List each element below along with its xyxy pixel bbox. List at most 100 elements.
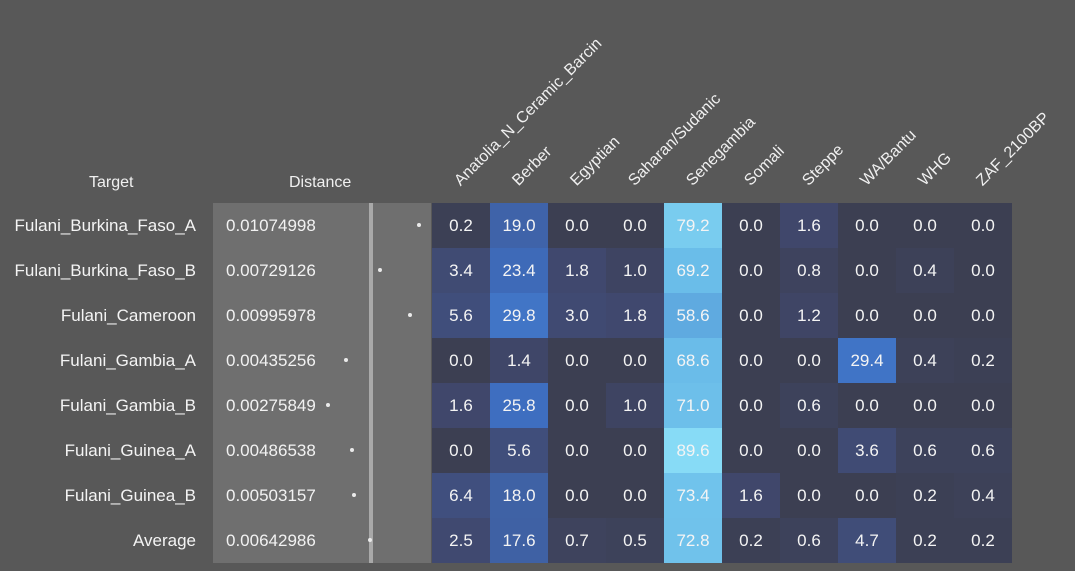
distance-header: Distance — [289, 174, 351, 192]
heatmap-cell: 0.0 — [722, 293, 780, 338]
row-distance-value: 0.00729126 — [226, 248, 316, 293]
heatmap-cell: 69.2 — [664, 248, 722, 293]
row-distance-value: 0.00642986 — [226, 518, 316, 563]
row-target-label: Fulani_Burkina_Faso_B — [0, 248, 196, 293]
heatmap-cell: 0.4 — [896, 248, 954, 293]
heatmap-cell: 0.2 — [722, 518, 780, 563]
heatmap-cell: 1.4 — [490, 338, 548, 383]
heatmap-figure: Target Distance Anatolia_N_Ceramic_Barci… — [0, 0, 1075, 571]
row-distance-value: 0.00275849 — [226, 383, 316, 428]
heatmap-cell: 0.0 — [548, 383, 606, 428]
heatmap-cell: 4.7 — [838, 518, 896, 563]
heatmap-cell: 18.0 — [490, 473, 548, 518]
heatmap-cell: 1.8 — [606, 293, 664, 338]
heatmap-cell: 0.0 — [606, 338, 664, 383]
heatmap-cell: 58.6 — [664, 293, 722, 338]
heatmap-cell: 1.2 — [780, 293, 838, 338]
distance-reference-bar — [369, 203, 373, 563]
heatmap-cell: 0.0 — [722, 248, 780, 293]
row-target-label: Fulani_Guinea_B — [0, 473, 196, 518]
row-target-label: Fulani_Guinea_A — [0, 428, 196, 473]
heatmap-cell: 6.4 — [432, 473, 490, 518]
heatmap-cell: 0.0 — [722, 428, 780, 473]
heatmap-cell: 0.6 — [954, 428, 1012, 473]
heatmap-cell: 0.0 — [606, 203, 664, 248]
heatmap-cell: 1.6 — [780, 203, 838, 248]
heatmap-cell: 0.0 — [548, 203, 606, 248]
heatmap-cell: 0.0 — [838, 473, 896, 518]
heatmap-cell: 3.0 — [548, 293, 606, 338]
heatmap-cell: 0.0 — [432, 338, 490, 383]
heatmap-cell: 3.6 — [838, 428, 896, 473]
heatmap-cell: 0.4 — [896, 338, 954, 383]
heatmap-cell: 0.0 — [780, 473, 838, 518]
heatmap-cell: 1.8 — [548, 248, 606, 293]
heatmap-cell: 3.4 — [432, 248, 490, 293]
column-header: Somali — [741, 143, 788, 190]
column-header: Steppe — [799, 141, 848, 190]
heatmap-cell: 0.0 — [954, 293, 1012, 338]
heatmap-cell: 0.0 — [954, 383, 1012, 428]
heatmap-cell: 23.4 — [490, 248, 548, 293]
heatmap-cell: 0.2 — [954, 338, 1012, 383]
row-distance-value: 0.00995978 — [226, 293, 316, 338]
heatmap-cell: 25.8 — [490, 383, 548, 428]
heatmap-cell: 29.4 — [838, 338, 896, 383]
heatmap-cell: 2.5 — [432, 518, 490, 563]
heatmap-cell: 0.2 — [432, 203, 490, 248]
column-header: ZAF_2100BP — [973, 109, 1054, 190]
column-header: Berber — [509, 143, 556, 190]
heatmap-cell: 0.0 — [838, 383, 896, 428]
heatmap-cell: 72.8 — [664, 518, 722, 563]
heatmap-cell: 0.0 — [954, 203, 1012, 248]
heatmap-cell: 0.0 — [606, 428, 664, 473]
heatmap-cell: 0.0 — [548, 338, 606, 383]
heatmap-cell: 0.0 — [838, 293, 896, 338]
heatmap-cell: 0.0 — [722, 203, 780, 248]
heatmap-cell: 5.6 — [490, 428, 548, 473]
heatmap-cell: 71.0 — [664, 383, 722, 428]
heatmap-cell: 0.0 — [896, 383, 954, 428]
heatmap-cell: 0.0 — [722, 383, 780, 428]
row-distance-value: 0.01074998 — [226, 203, 316, 248]
heatmap-cell: 0.0 — [722, 338, 780, 383]
heatmap-cell: 0.0 — [896, 203, 954, 248]
heatmap-cell: 0.2 — [954, 518, 1012, 563]
row-distance-value: 0.00503157 — [226, 473, 316, 518]
heatmap-cell: 0.0 — [838, 203, 896, 248]
heatmap-cell: 0.0 — [954, 248, 1012, 293]
heatmap-cell: 0.0 — [606, 473, 664, 518]
heatmap-cell: 0.0 — [780, 338, 838, 383]
heatmap-cell: 19.0 — [490, 203, 548, 248]
row-target-label: Average — [0, 518, 196, 563]
row-target-label: Fulani_Burkina_Faso_A — [0, 203, 196, 248]
heatmap-cell: 73.4 — [664, 473, 722, 518]
heatmap-cell: 0.0 — [432, 428, 490, 473]
heatmap-cell: 0.2 — [896, 518, 954, 563]
target-header: Target — [89, 174, 133, 192]
heatmap-cell: 68.6 — [664, 338, 722, 383]
heatmap-cell: 0.6 — [780, 383, 838, 428]
heatmap-cell: 0.2 — [896, 473, 954, 518]
row-target-label: Fulani_Cameroon — [0, 293, 196, 338]
row-target-label: Fulani_Gambia_A — [0, 338, 196, 383]
heatmap-cell: 0.6 — [896, 428, 954, 473]
heatmap-cell: 0.4 — [954, 473, 1012, 518]
heatmap-cell: 0.8 — [780, 248, 838, 293]
column-header: Egyptian — [567, 133, 624, 190]
heatmap-cell: 89.6 — [664, 428, 722, 473]
heatmap-cell: 0.5 — [606, 518, 664, 563]
heatmap-cell: 1.6 — [722, 473, 780, 518]
distance-dot — [378, 268, 382, 272]
row-distance-value: 0.00435256 — [226, 338, 316, 383]
heatmap-cell: 1.6 — [432, 383, 490, 428]
heatmap-cell: 0.0 — [548, 428, 606, 473]
heatmap-cell: 5.6 — [432, 293, 490, 338]
heatmap-cell: 1.0 — [606, 248, 664, 293]
heatmap-cell: 0.6 — [780, 518, 838, 563]
row-target-label: Fulani_Gambia_B — [0, 383, 196, 428]
row-distance-value: 0.00486538 — [226, 428, 316, 473]
heatmap-cell: 0.0 — [548, 473, 606, 518]
column-header: WA/Bantu — [857, 127, 920, 190]
heatmap-cell: 0.0 — [896, 293, 954, 338]
